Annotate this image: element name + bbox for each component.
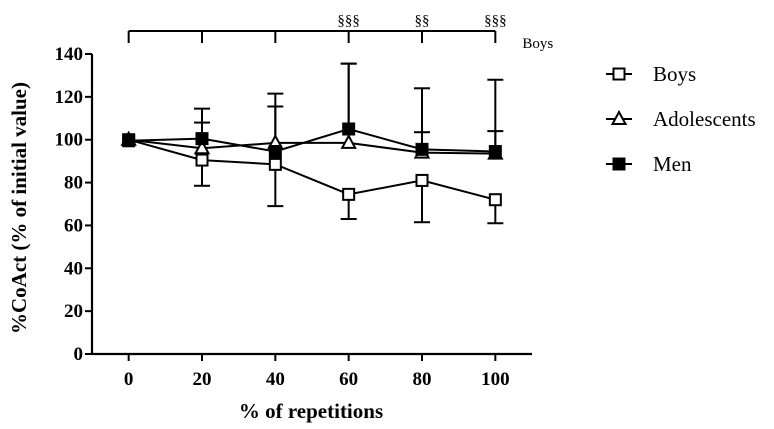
data-markers [120,122,504,207]
y-tick-label: 0 [74,344,84,365]
x-tick-label: 80 [413,369,432,390]
significance-mark: §§§ [337,13,360,29]
significance-bracket: §§§ §§ §§§Boys [127,13,553,52]
y-tick-label: 100 [55,130,84,151]
x-tick-label: 40 [266,369,285,390]
legend: Boys Adolescents Men [606,62,756,176]
y-tick-label: 40 [64,258,83,279]
series-line-men [128,127,496,153]
significance-mark: §§ [415,13,430,29]
marker-boys [342,187,356,201]
marker-boys [488,193,502,207]
marker-boys [415,173,429,187]
series-lines [128,127,496,201]
axes: 0 20 40 60 80 100 120 140 0 20 40 60 80 100 [55,44,532,390]
y-tick-label: 140 [55,44,84,65]
legend-label: Men [653,152,692,176]
bracket-group-label: Boys [522,36,553,52]
significance-mark: §§§ [484,13,507,29]
marker-men [342,122,356,136]
y-tick-label: 80 [64,173,83,194]
marker-boys [195,153,209,167]
legend-marker [610,109,628,125]
y-axis-title: %CoAct (% of initial value) [7,82,31,334]
legend-label: Boys [653,62,696,86]
x-tick-label: 0 [124,369,134,390]
legend-label: Adolescents [653,107,756,131]
legend-marker [612,157,626,171]
marker-boys [268,157,282,171]
marker-men [122,134,136,148]
marker-adolescents [193,139,211,155]
marker-men [268,145,282,158]
x-axis-title: % of repetitions [239,399,383,423]
x-tick-label: 100 [481,369,510,390]
y-tick-label: 20 [64,301,83,322]
marker-adolescents [340,133,357,149]
marker-men [195,132,209,146]
x-tick-label: 20 [193,369,212,390]
error-bars [194,62,504,225]
y-tick-label: 120 [55,87,84,108]
legend-marker [612,67,626,81]
marker-men [415,142,429,156]
series-line-boys [128,138,496,201]
y-tick-label: 60 [64,215,83,236]
marker-men [488,145,502,158]
series-line-adolescents [128,138,496,155]
x-tick-label: 60 [339,369,358,390]
